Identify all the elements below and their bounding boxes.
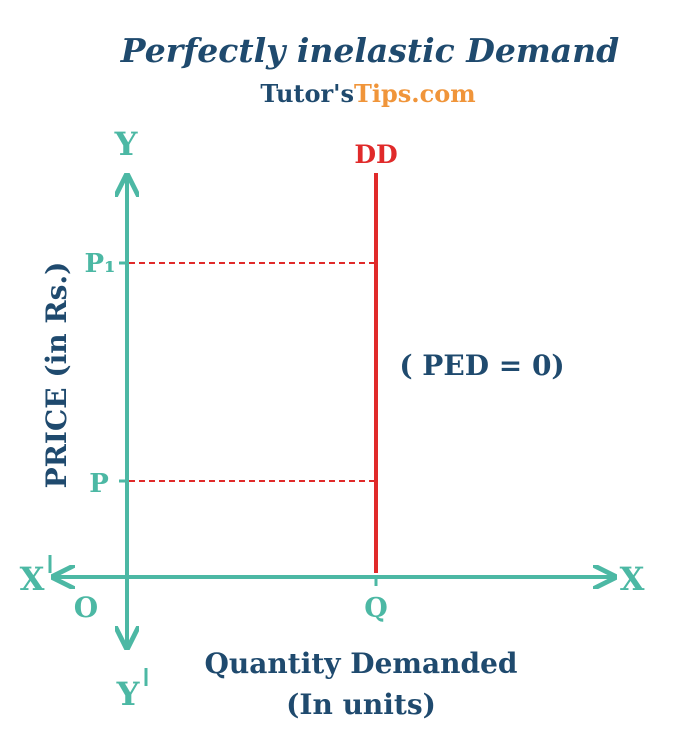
- page-title: Perfectly inelastic Demand: [120, 31, 619, 70]
- x-axis-left-label: X: [20, 560, 45, 598]
- y-axis-bottom-label-group: Y: [116, 668, 148, 713]
- brand-part2: Tips.com: [354, 79, 476, 108]
- tick-label-p1: P₁: [85, 249, 116, 279]
- y-axis-title: PRICE (in Rs.): [40, 262, 73, 489]
- tick-label-p: P: [89, 469, 109, 499]
- y-axis-top-label: Y: [114, 125, 139, 163]
- curve-label: DD: [354, 140, 397, 169]
- x-axis-right-label: X: [620, 560, 645, 598]
- origin-label: O: [74, 591, 98, 624]
- ped-annotation: ( PED = 0): [399, 349, 564, 382]
- tick-label-q: Q: [364, 593, 388, 624]
- x-axis-left-label-group: X: [20, 555, 52, 598]
- brand-logo: Tutor'sTips.com: [260, 79, 475, 108]
- x-axis-title-line2: (In units): [286, 688, 436, 721]
- brand-part1: Tutor's: [260, 79, 354, 108]
- x-axis-title-line1: Quantity Demanded: [205, 647, 518, 680]
- y-axis-bottom-label: Y: [116, 675, 141, 713]
